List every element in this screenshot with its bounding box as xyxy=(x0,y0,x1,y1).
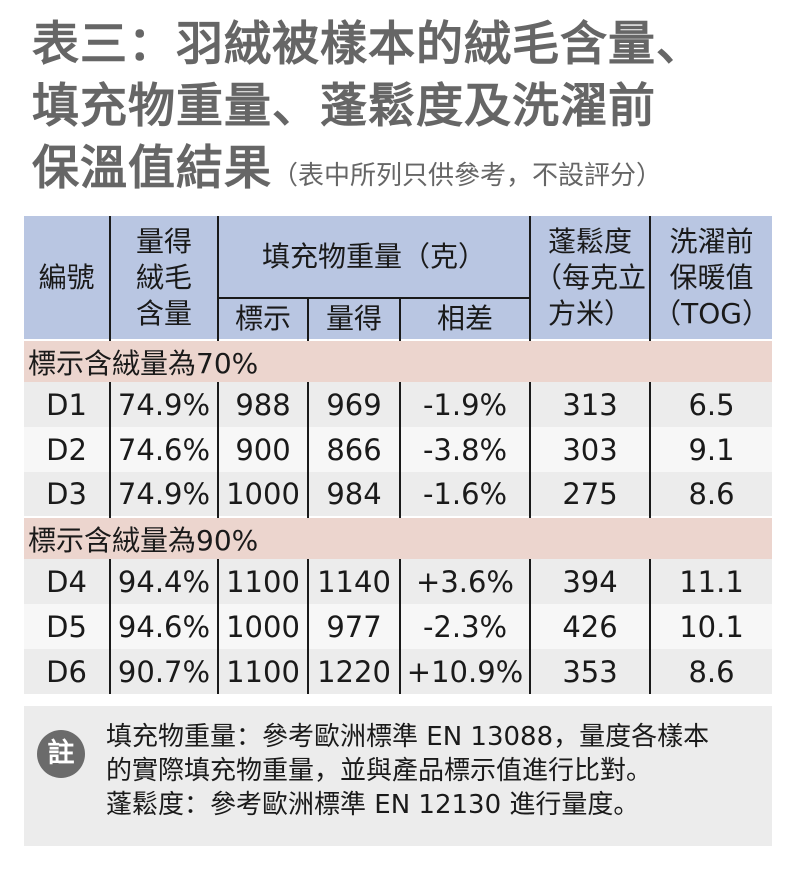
cell-down: 74.6% xyxy=(109,427,218,472)
header-tog-line: 洗濯前 xyxy=(669,224,754,258)
group-label-70: 標示含絨量為70% xyxy=(24,339,773,382)
table-row: D2 74.6% 900 866 -3.8% 303 9.1 xyxy=(24,427,773,472)
cell-labelled: 900 xyxy=(217,427,308,472)
cell-measured: 1220 xyxy=(307,649,400,694)
results-table-wrapper: 編號 量得 絨毛 含量 填充物重量（克） 蓬鬆度 （每克立 方米） 洗濯前 保暖… xyxy=(24,216,773,694)
page-title-line-1: 表三：羽絨被樣本的絨毛含量、 xyxy=(32,17,704,72)
header-tog-line: 保暖值 xyxy=(669,260,754,294)
cell-fill-power: 313 xyxy=(529,382,651,427)
cell-tog: 8.6 xyxy=(649,649,773,694)
header-measured: 量得 xyxy=(307,297,400,340)
cell-code: D6 xyxy=(24,649,110,694)
header-difference: 相差 xyxy=(398,297,531,340)
cell-tog: 11.1 xyxy=(649,559,773,604)
footnote-box: 註 填充物重量：參考歐洲標準 EN 13088，量度各樣本 的實際填充物重量，並… xyxy=(24,706,772,846)
cell-fill-power: 426 xyxy=(529,604,651,649)
table-row: D6 90.7% 1100 1220 +10.9% 353 8.6 xyxy=(24,649,773,694)
cell-diff: -1.9% xyxy=(398,382,531,427)
cell-down: 90.7% xyxy=(109,649,218,694)
cell-code: D2 xyxy=(24,427,110,472)
header-fill-power-line: 方米） xyxy=(548,296,633,330)
title-block: 表三：羽絨被樣本的絨毛含量、 填充物重量、蓬鬆度及洗濯前 保溫值結果（表中所列只… xyxy=(32,14,782,207)
cell-code: D1 xyxy=(24,382,110,427)
table-row: D5 94.6% 1000 977 -2.3% 426 10.1 xyxy=(24,604,773,649)
table-row: D1 74.9% 988 969 -1.9% 313 6.5 xyxy=(24,382,773,427)
cell-tog: 9.1 xyxy=(649,427,773,472)
cell-measured: 977 xyxy=(307,604,400,649)
cell-labelled: 1100 xyxy=(217,559,308,604)
cell-labelled: 1000 xyxy=(217,472,308,517)
header-fill-power-line: 蓬鬆度 xyxy=(548,224,633,258)
cell-code: D3 xyxy=(24,472,110,517)
header-down-content-line: 絨毛 xyxy=(135,260,192,294)
table-row: D3 74.9% 1000 984 -1.6% 275 8.6 xyxy=(24,472,773,517)
cell-diff: +3.6% xyxy=(398,559,531,604)
cell-measured: 969 xyxy=(307,382,400,427)
page-title-line-3: 保溫值結果（表中所列只供參考，不設評分） xyxy=(32,138,782,207)
header-tog: 洗濯前 保暖值 （TOG） xyxy=(649,216,773,340)
cell-measured: 1140 xyxy=(307,559,400,604)
cell-diff: -1.6% xyxy=(398,472,531,517)
table-row: D4 94.4% 1100 1140 +3.6% 394 11.1 xyxy=(24,559,773,604)
header-fill-weight: 填充物重量（克） xyxy=(216,216,531,298)
cell-down: 74.9% xyxy=(109,472,218,517)
cell-down: 94.6% xyxy=(109,604,218,649)
cell-fill-power: 353 xyxy=(529,649,651,694)
cell-code: D5 xyxy=(24,604,110,649)
page-title-line-3-text: 保溫值結果 xyxy=(32,141,272,196)
cell-measured: 866 xyxy=(307,427,400,472)
cell-tog: 6.5 xyxy=(649,382,773,427)
footnote-line: 填充物重量：參考歐洲標準 EN 13088，量度各樣本 xyxy=(106,722,710,752)
cell-measured: 984 xyxy=(307,472,400,517)
header-tog-line: （TOG） xyxy=(653,296,770,330)
results-table: 編號 量得 絨毛 含量 填充物重量（克） 蓬鬆度 （每克立 方米） 洗濯前 保暖… xyxy=(24,216,773,694)
cell-fill-power: 394 xyxy=(529,559,651,604)
cell-labelled: 988 xyxy=(217,382,308,427)
cell-diff: -3.8% xyxy=(398,427,531,472)
header-down-content: 量得 絨毛 含量 xyxy=(109,216,218,340)
cell-fill-power: 303 xyxy=(529,427,651,472)
page-title-line-2: 填充物重量、蓬鬆度及洗濯前 xyxy=(32,79,656,134)
group-label-90: 標示含絨量為90% xyxy=(24,516,773,559)
footnote-line: 的實際填充物重量，並與產品標示值進行比對。 xyxy=(106,756,653,786)
header-code: 編號 xyxy=(24,216,110,340)
cell-fill-power: 275 xyxy=(529,472,651,517)
cell-down: 74.9% xyxy=(109,382,218,427)
cell-diff: +10.9% xyxy=(398,649,531,694)
header-fill-power: 蓬鬆度 （每克立 方米） xyxy=(529,216,651,340)
footnote-lines: 填充物重量：參考歐洲標準 EN 13088，量度各樣本 的實際填充物重量，並與產… xyxy=(106,720,766,822)
header-down-content-line: 量得 xyxy=(135,224,192,258)
cell-code: D4 xyxy=(24,559,110,604)
header-labelled: 標示 xyxy=(217,297,308,340)
header-fill-power-line: （每克立 xyxy=(534,260,647,294)
page-subtitle: （表中所列只供參考，不設評分） xyxy=(272,161,663,191)
header-down-content-line: 含量 xyxy=(135,296,192,330)
cell-labelled: 1000 xyxy=(217,604,308,649)
cell-labelled: 1100 xyxy=(217,649,308,694)
cell-tog: 8.6 xyxy=(649,472,773,517)
footnote-line: 蓬鬆度：參考歐洲標準 EN 12130 進行量度。 xyxy=(106,790,640,820)
cell-down: 94.4% xyxy=(109,559,218,604)
note-badge-icon: 註 xyxy=(37,730,85,778)
cell-tog: 10.1 xyxy=(649,604,773,649)
cell-diff: -2.3% xyxy=(398,604,531,649)
